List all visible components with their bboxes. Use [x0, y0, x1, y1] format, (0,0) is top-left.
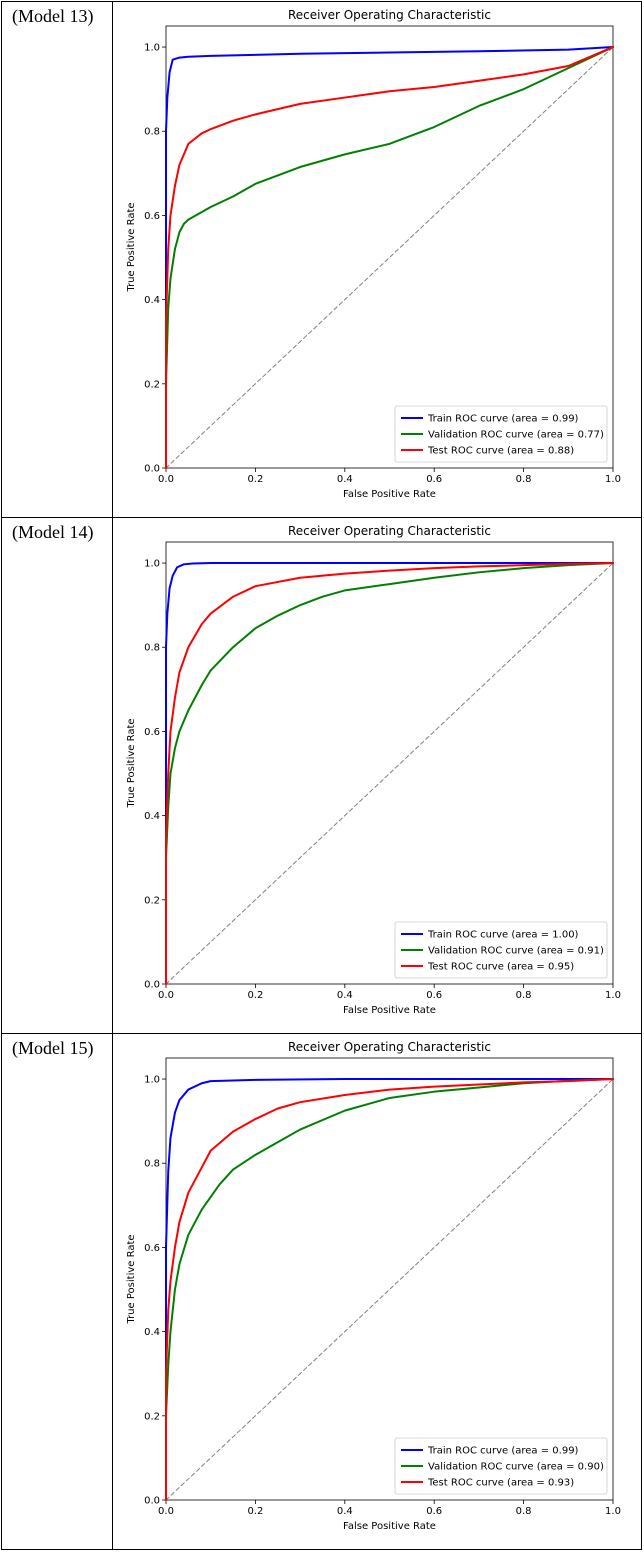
legend-entry: Train ROC curve (area = 1.00): [427, 930, 579, 941]
chart-cell: Receiver Operating Characteristic 0.0 0.2 0…: [112, 1033, 642, 1550]
chance-diagonal-line: [165, 1078, 614, 1501]
roc-series-line: [165, 46, 614, 469]
x-tick-label: 0.4: [337, 990, 353, 1001]
chart-cell: Receiver Operating Characteristic 0.0 0.2 0…: [112, 517, 642, 1034]
roc-series-line: [165, 562, 614, 985]
chart-title: Receiver Operating Characteristic: [288, 524, 491, 538]
legend-box: [394, 405, 608, 463]
x-tick-label: 1.0: [605, 990, 621, 1001]
model-label-cell: (Model 14): [1, 517, 113, 1034]
plot-frame: [165, 25, 614, 469]
y-tick-label: 0.2: [144, 895, 160, 906]
x-tick-label: 0.0: [158, 990, 174, 1001]
model-row: (Model 14) Receiver Operating Characteri…: [1, 517, 642, 1034]
x-tick-label: 0.8: [516, 990, 532, 1001]
legend-entry: Validation ROC curve (area = 0.91): [428, 946, 604, 957]
x-axis-label: False Positive Rate: [343, 1521, 436, 1532]
legend-entry: Train ROC curve (area = 0.99): [427, 1446, 579, 1457]
model-label: (Model 15): [12, 1038, 94, 1058]
y-tick-label: 0.0: [144, 1496, 160, 1507]
x-tick-label: 0.2: [247, 474, 263, 485]
legend-box: [394, 1437, 608, 1495]
chart-title: Receiver Operating Characteristic: [288, 8, 491, 22]
roc-series-line: [165, 1078, 614, 1501]
roc-chart: Receiver Operating Characteristic 0.0 0.2 0…: [126, 1040, 621, 1532]
x-tick-label: 1.0: [605, 1506, 621, 1517]
x-tick-label: 0.2: [247, 1506, 263, 1517]
y-tick-label: 0.6: [144, 211, 160, 222]
model-row: (Model 13) Receiver Operating Characteri…: [1, 1, 642, 518]
chart-cell: Receiver Operating Characteristic 0.0 0.2 0…: [112, 1, 642, 518]
x-tick-label: 1.0: [605, 474, 621, 485]
x-tick-label: 0.8: [516, 1506, 532, 1517]
x-tick-label: 0.8: [516, 474, 532, 485]
y-tick-label: 0.8: [144, 1159, 160, 1170]
y-tick-label: 0.4: [144, 1327, 160, 1338]
chance-diagonal-line: [165, 46, 614, 469]
y-tick-label: 0.2: [144, 379, 160, 390]
model-label-cell: (Model 13): [1, 1, 113, 518]
y-tick-label: 1.0: [144, 559, 160, 570]
legend-entry: Validation ROC curve (area = 0.90): [428, 1462, 604, 1473]
plot-frame: [165, 1057, 614, 1501]
x-tick-label: 0.6: [426, 990, 442, 1001]
roc-chart: Receiver Operating Characteristic 0.0 0.2 0…: [126, 8, 621, 500]
roc-series-line: [165, 1078, 614, 1501]
y-tick-label: 0.0: [144, 464, 160, 475]
x-tick-label: 0.0: [158, 474, 174, 485]
roc-series-line: [165, 562, 614, 985]
roc-chart: Receiver Operating Characteristic 0.0 0.2 0…: [126, 524, 621, 1016]
y-tick-label: 0.4: [144, 295, 160, 306]
model-label-cell: (Model 15): [1, 1033, 113, 1550]
roc-series-line: [165, 46, 614, 469]
y-tick-label: 0.8: [144, 643, 160, 654]
chart-title: Receiver Operating Characteristic: [288, 1040, 491, 1054]
x-tick-label: 0.0: [158, 1506, 174, 1517]
legend-entry: Test ROC curve (area = 0.93): [427, 1478, 574, 1489]
x-tick-label: 0.4: [337, 474, 353, 485]
x-tick-label: 0.2: [247, 990, 263, 1001]
y-tick-label: 1.0: [144, 1075, 160, 1086]
x-tick-label: 0.4: [337, 1506, 353, 1517]
x-tick-label: 0.6: [426, 474, 442, 485]
model-label: (Model 14): [12, 522, 94, 542]
y-tick-label: 0.6: [144, 727, 160, 738]
legend-entry: Validation ROC curve (area = 0.77): [428, 430, 604, 441]
roc-series-line: [165, 562, 614, 985]
legend-entry: Test ROC curve (area = 0.88): [427, 446, 574, 457]
legend-box: [394, 921, 608, 979]
y-tick-label: 0.2: [144, 1411, 160, 1422]
y-tick-label: 0.0: [144, 980, 160, 991]
legend-entry: Test ROC curve (area = 0.95): [427, 962, 574, 973]
plot-frame: [165, 541, 614, 985]
roc-series-line: [165, 46, 614, 469]
x-axis-label: False Positive Rate: [343, 1005, 436, 1016]
legend-entry: Train ROC curve (area = 0.99): [427, 414, 579, 425]
y-tick-label: 0.8: [144, 127, 160, 138]
y-tick-label: 0.4: [144, 811, 160, 822]
y-axis-label: True Positive Rate: [126, 202, 137, 292]
roc-series-line: [165, 1078, 614, 1501]
y-tick-label: 0.6: [144, 1243, 160, 1254]
x-axis-label: False Positive Rate: [343, 489, 436, 500]
y-tick-label: 1.0: [144, 43, 160, 54]
chance-diagonal-line: [165, 562, 614, 985]
y-axis-label: True Positive Rate: [126, 1234, 137, 1324]
y-axis-label: True Positive Rate: [126, 718, 137, 808]
model-row: (Model 15) Receiver Operating Characteri…: [1, 1033, 642, 1550]
model-label: (Model 13): [12, 6, 94, 26]
x-tick-label: 0.6: [426, 1506, 442, 1517]
